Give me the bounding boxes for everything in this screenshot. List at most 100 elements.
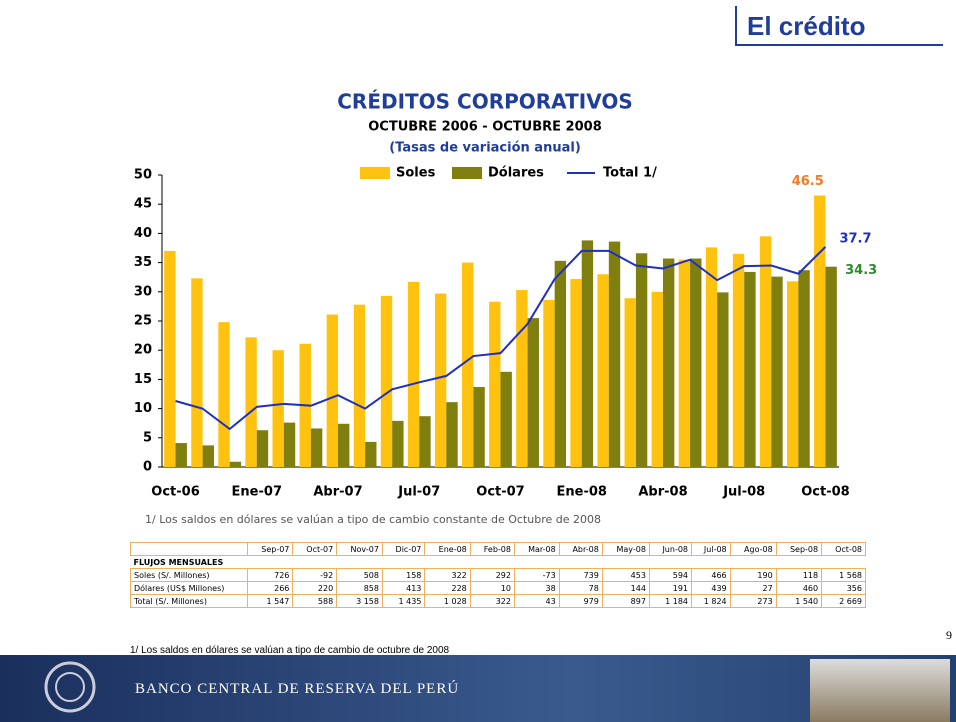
x-tick-label: Ene-07 — [232, 485, 282, 500]
cell: 726 — [246, 568, 294, 582]
bar — [814, 195, 826, 467]
cell: 158 — [381, 568, 426, 582]
column-header: Jun-08 — [648, 542, 693, 556]
bar — [380, 295, 393, 467]
x-tick-label: Oct-08 — [801, 485, 849, 500]
cell: Total (S/. Millones) — [130, 594, 248, 608]
data-label: 34.3 — [845, 263, 877, 278]
bar — [705, 247, 718, 467]
bar — [744, 271, 756, 467]
photo — [810, 659, 950, 722]
footer-banner: BANCO CENTRAL DE RESERVA DEL PERÚ — [0, 655, 956, 722]
column-header: Feb-08 — [469, 542, 515, 556]
x-tick-label: Ene-08 — [557, 485, 607, 500]
column-header: Ago-08 — [729, 542, 777, 556]
cell: 979 — [558, 594, 603, 608]
cell: Soles (S/. Millones) — [130, 568, 248, 582]
legend-swatch — [452, 167, 482, 179]
bar — [489, 301, 501, 467]
legend-label: Total 1/ — [603, 166, 657, 181]
bar — [624, 298, 636, 467]
header-row: Sep-07 Oct-07 Nov-07 Dic-07 Ene-08 Feb-08 Mar-… — [130, 542, 866, 556]
y-tick-label: 30 — [134, 284, 152, 299]
y-tick-label: 35 — [134, 255, 152, 270]
column-header: Ene-08 — [424, 542, 471, 556]
row: Dólares (US$ Millones) 266 220 858 413 228 10 3… — [130, 581, 866, 595]
column-header: Sep-07 — [246, 542, 294, 556]
page-number: 9 — [946, 628, 952, 642]
row: Soles (S/. Millones) 726 -92 508 158 322 292 -7… — [130, 568, 866, 582]
cell: 273 — [729, 594, 777, 608]
cell: 191 — [648, 581, 693, 595]
column-header: Jul-08 — [691, 542, 731, 556]
cell: 190 — [729, 568, 777, 582]
bar — [419, 416, 431, 467]
column-header: Mar-08 — [513, 542, 560, 556]
cell: 439 — [691, 581, 731, 595]
bar — [175, 443, 187, 467]
y-tick-label: 50 — [134, 168, 152, 183]
footnote: 1/ Los saldos en dólares se valúan a tip… — [130, 645, 450, 656]
bar — [798, 270, 810, 467]
cell: 266 — [246, 581, 294, 595]
bar — [326, 314, 339, 467]
column-header: Oct-07 — [292, 542, 338, 556]
cell: 460 — [775, 581, 823, 595]
bar — [543, 299, 555, 467]
x-tick-label: Oct-06 — [151, 485, 199, 500]
legend-swatch — [360, 167, 390, 179]
y-tick-label: 10 — [134, 401, 152, 416]
bar — [229, 461, 242, 467]
bar — [500, 371, 512, 467]
data-table: Sep-07 Oct-07 Nov-07 Dic-07 Ene-08 Feb-08 Mar-… — [130, 542, 866, 608]
x-tick-label: Jul-07 — [397, 485, 440, 500]
cell: 508 — [336, 568, 383, 582]
cell: 594 — [648, 568, 693, 582]
footnote: 1/ Los saldos en dólares se valúan a tip… — [145, 513, 601, 526]
bar — [392, 420, 404, 467]
cell: 322 — [424, 568, 471, 582]
bar — [690, 258, 702, 467]
bar — [554, 260, 567, 467]
cell: 78 — [558, 581, 603, 595]
cell: 220 — [292, 581, 338, 595]
bar — [825, 266, 837, 467]
column-header: Nov-07 — [336, 542, 383, 556]
chart-subtitle: OCTUBRE 2006 - OCTUBRE 2008 — [368, 120, 602, 135]
bar — [164, 250, 176, 467]
cell: 38 — [513, 581, 560, 595]
cell: -92 — [292, 568, 338, 582]
bar — [759, 236, 772, 467]
bar — [446, 402, 458, 467]
bar — [407, 281, 420, 467]
bar — [732, 253, 745, 467]
cell: 144 — [601, 581, 650, 595]
cell: 118 — [775, 568, 823, 582]
bar — [527, 318, 539, 467]
bar — [365, 441, 377, 467]
cell: 1 540 — [775, 594, 823, 608]
bar — [202, 445, 214, 467]
logo — [44, 661, 96, 713]
legend-label: Dólares — [488, 166, 544, 181]
bar — [338, 423, 350, 467]
cell: 1 184 — [648, 594, 693, 608]
bar — [245, 337, 257, 467]
cell: 1 547 — [246, 594, 294, 608]
bar — [717, 292, 729, 467]
y-tick-label: 25 — [134, 314, 152, 329]
bar — [272, 350, 284, 467]
bank-name: BANCO CENTRAL DE RESERVA DEL PERÚ — [135, 681, 460, 697]
legend-label: Soles — [396, 166, 436, 181]
cell: Dólares (US$ Millones) — [130, 581, 248, 595]
bar — [218, 322, 230, 467]
column-header: Dic-07 — [381, 542, 426, 556]
chart: CRÉDITOS CORPORATIVOS OCTUBRE 2006 - OCT… — [134, 90, 877, 527]
row: Total (S/. Millones) 1 547 588 3 158 1 435 1 … — [130, 594, 866, 608]
bar — [662, 258, 675, 467]
bar — [434, 293, 447, 467]
bar — [353, 304, 366, 467]
line — [175, 246, 827, 431]
bar — [771, 276, 783, 467]
